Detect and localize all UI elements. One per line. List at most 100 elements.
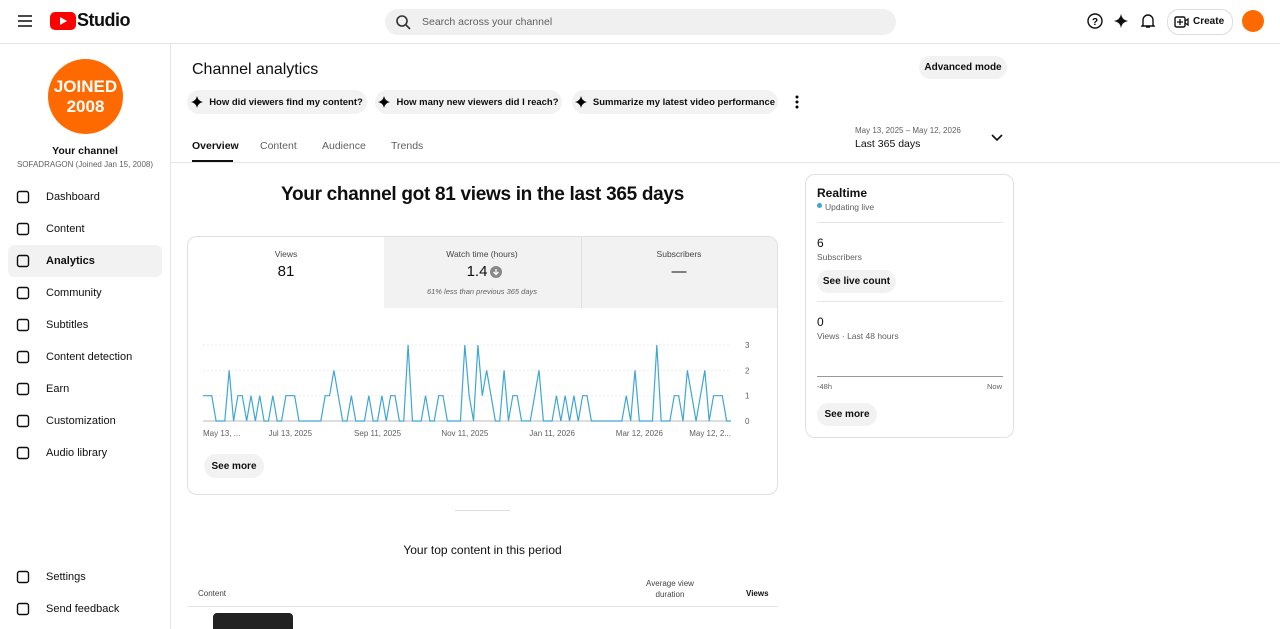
views-chart: 0 1 2 3 May 13, ... Jul 13, 2025 Sep 11, 2025 N… bbox=[203, 341, 750, 438]
date-range[interactable]: May 13, 2025 – May 12, 2026 bbox=[855, 126, 961, 135]
nav-icon bbox=[16, 382, 30, 396]
realtime-baseline bbox=[817, 376, 1003, 377]
metric-label[interactable]: Watch time (hours) bbox=[446, 249, 518, 259]
header: Studio Search across your channel ? Crea… bbox=[0, 0, 1280, 44]
views-value: 0 bbox=[817, 315, 824, 329]
divider bbox=[455, 510, 510, 511]
x-tick-label: Nov 11, 2025 bbox=[441, 429, 489, 438]
nav-icon bbox=[16, 570, 30, 584]
column-header[interactable]: Content bbox=[198, 589, 227, 598]
nav-item[interactable]: Community bbox=[8, 277, 162, 309]
nav-item[interactable]: Earn bbox=[8, 373, 162, 405]
see-more-button[interactable]: See more bbox=[817, 403, 877, 426]
subscribers-label: Subscribers bbox=[817, 252, 862, 262]
metric-value[interactable]: — bbox=[671, 263, 687, 280]
nav-icon bbox=[16, 254, 30, 268]
metric-label[interactable]: Subscribers bbox=[656, 249, 702, 259]
subscribers-value: 6 bbox=[817, 236, 824, 250]
prompt-chip[interactable]: Summarize my latest video performance bbox=[572, 90, 778, 114]
tab[interactable]: Overview bbox=[192, 140, 239, 152]
advanced-mode-button[interactable]: Advanced mode bbox=[919, 56, 1007, 79]
views-line bbox=[203, 344, 731, 422]
x-tick-label: May 12, 2... bbox=[689, 429, 731, 438]
nav-item[interactable]: Settings bbox=[8, 561, 162, 593]
page-title: Channel analytics bbox=[192, 61, 319, 78]
nav-icon bbox=[16, 190, 30, 204]
prompt-chip[interactable]: How many new viewers did I reach? bbox=[375, 90, 562, 114]
axis-end: Now bbox=[987, 382, 1003, 391]
nav-label: Settings bbox=[46, 571, 86, 583]
menu-icon[interactable] bbox=[17, 14, 33, 28]
tab[interactable]: Audience bbox=[322, 140, 366, 152]
nav-item[interactable]: Audio library bbox=[8, 437, 162, 469]
column-header[interactable]: Views bbox=[746, 589, 769, 598]
chip-label: Summarize my latest video performance bbox=[592, 96, 776, 108]
more-icon[interactable] bbox=[794, 95, 800, 109]
period[interactable]: Last 365 days bbox=[855, 138, 921, 150]
tab[interactable]: Content bbox=[260, 140, 297, 152]
account-avatar[interactable] bbox=[1242, 10, 1264, 32]
help-icon[interactable]: ? bbox=[1087, 13, 1103, 29]
realtime-card: Realtime Updating live 6 Subscribers See… bbox=[805, 174, 1014, 438]
search-box[interactable]: Search across your channel bbox=[385, 9, 896, 35]
divider bbox=[817, 301, 1003, 302]
video-thumbnail[interactable] bbox=[213, 613, 293, 629]
see-more-button[interactable]: See more bbox=[204, 454, 264, 478]
bell-icon[interactable] bbox=[1141, 13, 1155, 29]
ai-icon bbox=[574, 96, 587, 108]
divider bbox=[187, 606, 778, 607]
nav-label: Content bbox=[46, 223, 85, 235]
y-tick-label: 1 bbox=[745, 392, 750, 401]
y-tick-label: 3 bbox=[745, 341, 750, 350]
y-tick-label: 0 bbox=[745, 417, 750, 426]
ai-icon bbox=[191, 96, 204, 108]
down-arrow-icon bbox=[490, 266, 502, 278]
nav-item[interactable]: Dashboard bbox=[8, 181, 162, 213]
x-tick-label: Jan 11, 2026 bbox=[529, 429, 575, 438]
create-icon bbox=[1174, 16, 1189, 28]
logo-text[interactable]: Studio bbox=[77, 10, 131, 30]
divider bbox=[170, 162, 1280, 163]
channel-title: Your channel bbox=[52, 145, 118, 157]
ai-icon[interactable] bbox=[1114, 14, 1128, 28]
live-count-button[interactable]: See live count bbox=[817, 270, 896, 293]
nav-item[interactable]: Analytics bbox=[8, 245, 162, 277]
nav-icon bbox=[16, 350, 30, 364]
nav-label: Customization bbox=[46, 415, 116, 427]
realtime-title: Realtime bbox=[817, 186, 868, 200]
nav-icon bbox=[16, 318, 30, 332]
sidebar: JOINED 2008 Your channel SOFADRAGON (Joi… bbox=[0, 44, 171, 629]
logo-icon[interactable] bbox=[50, 12, 76, 30]
chip-label: How did viewers find my content? bbox=[209, 96, 363, 108]
y-tick-label: 2 bbox=[745, 366, 750, 375]
prompt-chip[interactable]: How did viewers find my content? bbox=[187, 90, 367, 114]
create-button[interactable]: Create bbox=[1167, 9, 1233, 35]
nav-label: Subtitles bbox=[46, 319, 89, 331]
period-dropdown[interactable] bbox=[991, 134, 1003, 142]
channel-avatar[interactable]: JOINED 2008 bbox=[48, 59, 123, 134]
live-dot bbox=[817, 203, 822, 208]
axis-start: -48h bbox=[817, 382, 833, 391]
nav-item[interactable]: Send feedback bbox=[8, 593, 162, 625]
tab[interactable]: Trends bbox=[391, 140, 424, 152]
metric-bg bbox=[384, 237, 777, 308]
nav-icon bbox=[16, 446, 30, 460]
realtime-status: Updating live bbox=[825, 202, 875, 212]
metric-label[interactable]: Views bbox=[274, 249, 298, 259]
avatar-line: 2008 bbox=[66, 97, 105, 116]
divider bbox=[817, 222, 1003, 223]
top-content-title: Your top content in this period bbox=[403, 543, 562, 557]
metric-note: 61% less than previous 365 days bbox=[426, 287, 538, 296]
column-header[interactable]: Average view duration bbox=[646, 579, 694, 599]
metric-divider bbox=[581, 237, 582, 308]
metric-value[interactable]: 1.4 bbox=[466, 263, 488, 280]
metric-value[interactable]: 81 bbox=[277, 263, 295, 280]
nav-label: Content detection bbox=[46, 351, 133, 363]
nav-item[interactable]: Customization bbox=[8, 405, 162, 437]
nav-item[interactable]: Content detection bbox=[8, 341, 162, 373]
nav-item[interactable]: Content bbox=[8, 213, 162, 245]
avatar-line: JOINED bbox=[53, 77, 118, 96]
chip-label: How many new viewers did I reach? bbox=[396, 96, 559, 108]
nav-item[interactable]: Subtitles bbox=[8, 309, 162, 341]
